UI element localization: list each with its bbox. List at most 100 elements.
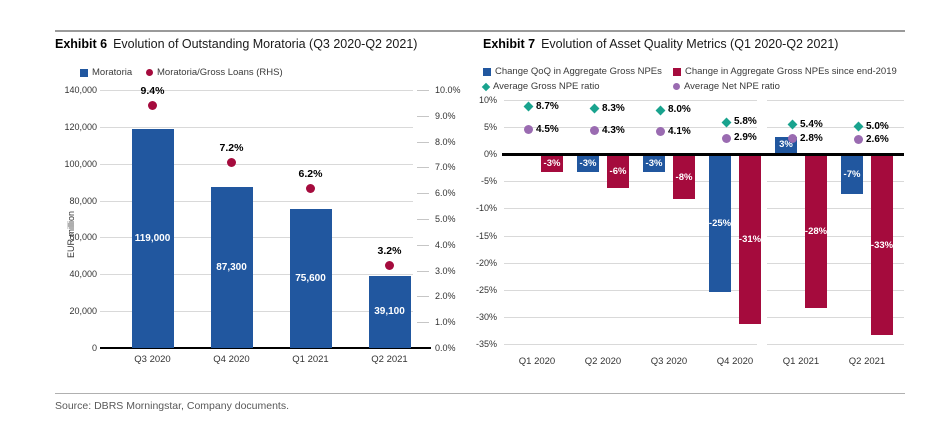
chart1-right-tick <box>417 115 429 117</box>
qoq-change-bar-value: -25% <box>708 218 732 229</box>
change-since-2019-legend-swatch <box>673 67 681 76</box>
chart1-right-tick-label: 8.0% <box>435 136 456 147</box>
exhibit6-number: Exhibit 6 <box>55 37 108 51</box>
gross-npe-ratio-value: 5.8% <box>734 116 757 128</box>
gross-npe-ratio-diamond <box>787 119 798 130</box>
qoq-change-bar: -7% <box>841 155 863 194</box>
net-npe-ratio-dot <box>788 134 797 144</box>
chart1-left-tick-label: 100,000 <box>64 158 97 169</box>
chart2-y-tick-label: 10% <box>478 94 497 105</box>
chart1-right-tick <box>417 244 429 246</box>
legend-item-qoq-change: Change QoQ in Aggregate Gross NPEs <box>483 66 662 77</box>
chart2-gridline <box>504 99 757 101</box>
chart2-x-label: Q1 2020 <box>518 356 556 367</box>
chart2-zero-line <box>502 153 904 156</box>
chart1-right-tick-label: 2.0% <box>435 291 456 302</box>
chart2-gridline <box>767 290 904 291</box>
bottom-divider <box>55 393 905 394</box>
chart1-right-tick-label: 1.0% <box>435 317 456 328</box>
chart1-gridline <box>100 311 413 313</box>
since-end-2019-change-bar-value: -28% <box>804 226 828 238</box>
exhibit6-title-text: Evolution of Outstanding Moratoria (Q3 2… <box>113 37 418 51</box>
since-end-2019-change-bar-value: -8% <box>675 171 693 183</box>
chart1-right-tick-label: 7.0% <box>435 162 456 173</box>
chart1-gridline <box>100 274 413 276</box>
chart1-right-tick-label: 4.0% <box>435 239 456 250</box>
legend-item-net-npe-ratio: Average Net NPE ratio <box>673 81 780 92</box>
chart2-gridline <box>767 235 904 237</box>
chart2-y-tick-label: -15% <box>475 230 497 241</box>
chart2-gridline <box>504 344 757 346</box>
gross-npe-ratio-diamond <box>523 101 534 112</box>
moratoria-ratio-dot <box>227 157 236 167</box>
chart1-x-label: Q4 2020 <box>213 354 250 365</box>
chart2-y-tick-label: -20% <box>475 257 497 268</box>
gross-npe-ratio-value: 5.0% <box>866 120 889 132</box>
since-end-2019-change-bar: -8% <box>673 155 695 200</box>
chart2-gridline <box>767 181 904 183</box>
gross-npe-ratio-value: 8.0% <box>668 104 691 116</box>
chart1-gridline <box>100 200 413 202</box>
exhibit7-title: Exhibit 7 Evolution of Asset Quality Metr… <box>483 37 838 51</box>
chart1-right-tick <box>417 322 429 324</box>
net-npe-ratio-value: 4.1% <box>668 125 691 137</box>
legend-item-moratoria-gross-loans: Moratoria/Gross Loans (RHS) <box>146 67 283 78</box>
moratoria-ratio-value: 3.2% <box>377 245 402 258</box>
moratoria-bar: 75,600 <box>289 208 332 348</box>
chart1-right-tick-label: 6.0% <box>435 188 456 199</box>
chart1-gridline <box>100 237 413 239</box>
chart2-gridline <box>767 262 904 264</box>
since-end-2019-change-bar: -31% <box>738 155 762 325</box>
moratoria-ratio-legend-label: Moratoria/Gross Loans (RHS) <box>157 67 283 78</box>
chart2-y-tick-label: 5% <box>483 121 497 132</box>
gross-npe-ratio-diamond <box>655 105 666 116</box>
moratoria-legend-label: Moratoria <box>92 67 133 78</box>
moratoria-legend-swatch <box>80 68 88 77</box>
chart2-gridline <box>504 181 757 183</box>
net-npe-ratio-value: 2.6% <box>866 133 889 145</box>
chart1-left-tick-label: 120,000 <box>64 121 97 132</box>
legend-item-moratoria: Moratoria <box>80 67 132 78</box>
moratoria-ratio-legend-swatch <box>146 69 153 76</box>
chart2-gridline <box>504 126 757 128</box>
since-end-2019-change-bar-value: -31% <box>738 234 762 246</box>
net-npe-ratio-dot <box>656 127 665 137</box>
chart2-y-tick-label: -35% <box>475 339 497 350</box>
chart2-gridline <box>767 99 904 101</box>
chart1-right-tick-label: 0.0% <box>435 343 456 353</box>
chart1-baseline <box>100 347 431 349</box>
moratoria-bar-value: 75,600 <box>295 272 326 284</box>
moratoria-ratio-value: 9.4% <box>140 85 165 98</box>
chart1-right-tick <box>417 90 429 91</box>
chart1-gridline <box>100 126 413 128</box>
chart1-right-tick-label: 9.0% <box>435 110 456 121</box>
chart2-y-tick-label: -30% <box>475 312 497 323</box>
chart1-right-tick <box>417 270 429 272</box>
since-end-2019-change-bar: -3% <box>541 155 563 172</box>
qoq-change-bar-value: 3% <box>779 139 793 151</box>
chart1-left-tick-label: 20,000 <box>69 306 97 317</box>
exhibit6-title: Exhibit 6 Evolution of Outstanding Morato… <box>55 37 417 51</box>
chart1-gridline <box>100 163 413 165</box>
net-npe-ratio-dot <box>722 133 731 143</box>
chart1-right-tick-label: 10.0% <box>435 85 461 95</box>
qoq-change-bar-value: -3% <box>579 158 597 170</box>
qoq-change-bar: -3% <box>577 155 599 172</box>
chart2-gridline <box>767 208 904 210</box>
chart1-x-label: Q3 2020 <box>134 354 171 365</box>
gross-npe-ratio-value: 5.4% <box>800 118 823 130</box>
net-npe-ratio-value: 4.3% <box>602 124 625 136</box>
chart1-left-tick-label: 40,000 <box>69 269 97 280</box>
chart2-gridline <box>504 317 757 319</box>
since-end-2019-change-bar-value: -3% <box>543 158 561 170</box>
legend-item-gross-npe-ratio: Average Gross NPE ratio <box>481 81 599 92</box>
top-divider <box>55 30 905 32</box>
qoq-change-bar-value: -7% <box>843 169 861 181</box>
moratoria-bar-value: 87,300 <box>216 262 247 274</box>
qoq-change-legend-label: Change QoQ in Aggregate Gross NPEs <box>495 66 662 77</box>
chart1-right-tick <box>417 296 429 298</box>
chart1-x-label: Q1 2021 <box>292 354 329 365</box>
chart2-x-label: Q3 2020 <box>650 356 688 367</box>
moratoria-bar: 119,000 <box>131 128 174 348</box>
